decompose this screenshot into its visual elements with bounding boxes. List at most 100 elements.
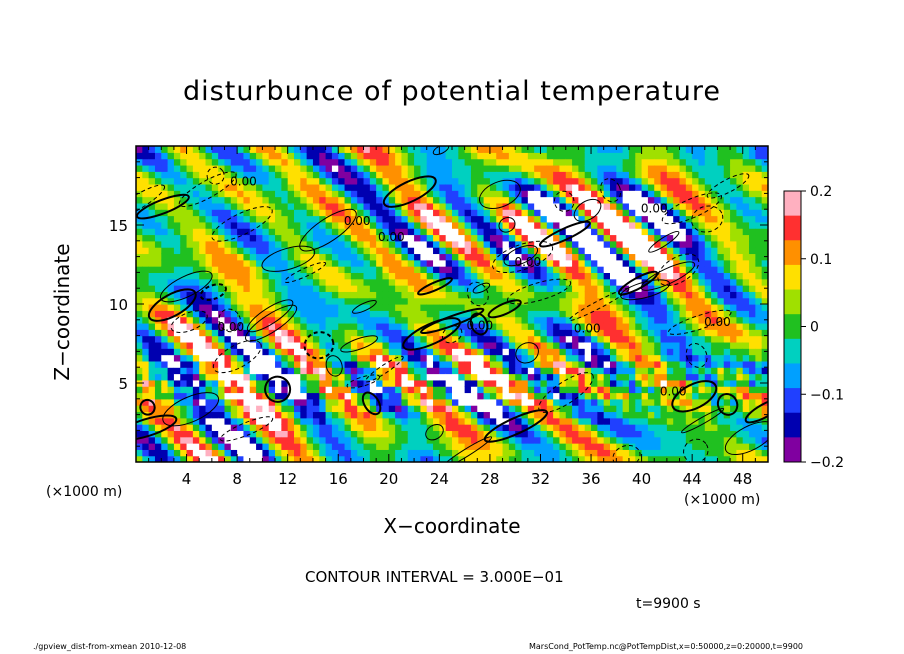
heatmap-cell xyxy=(736,297,744,305)
heatmap-cell xyxy=(553,430,561,438)
heatmap-cell xyxy=(218,228,226,236)
heatmap-cell xyxy=(281,341,289,349)
heatmap-cell xyxy=(186,424,194,431)
heatmap-cell xyxy=(445,177,453,185)
heatmap-cell xyxy=(546,449,554,457)
heatmap-cell xyxy=(654,417,662,425)
heatmap-cell xyxy=(572,455,579,462)
heatmap-cell xyxy=(281,430,289,438)
heatmap-cell xyxy=(369,322,377,330)
heatmap-cell xyxy=(205,329,213,337)
heatmap-cell xyxy=(553,354,561,362)
heatmap-cell xyxy=(262,367,270,375)
heatmap-cell xyxy=(572,449,579,457)
heatmap-cell xyxy=(742,215,750,223)
heatmap-cell xyxy=(489,259,497,267)
heatmap-cell xyxy=(470,240,478,248)
heatmap-cell xyxy=(268,253,276,261)
heatmap-cell xyxy=(420,424,428,431)
heatmap-cell xyxy=(224,228,232,236)
heatmap-cell xyxy=(407,373,415,381)
heatmap-cell xyxy=(325,430,333,438)
heatmap-cell xyxy=(237,278,245,286)
heatmap-cell xyxy=(433,443,440,450)
heatmap-cell xyxy=(414,247,421,255)
heatmap-cell xyxy=(730,449,737,457)
heatmap-cell xyxy=(426,398,434,406)
heatmap-cell xyxy=(161,259,169,267)
heatmap-cell xyxy=(616,449,624,457)
heatmap-cell xyxy=(186,398,194,406)
heatmap-cell xyxy=(218,449,226,457)
heatmap-cell xyxy=(559,291,567,299)
heatmap-cell xyxy=(685,348,693,356)
heatmap-cell xyxy=(635,436,643,444)
heatmap-cell xyxy=(376,221,384,229)
heatmap-cell xyxy=(742,360,750,368)
heatmap-cell xyxy=(540,405,548,413)
heatmap-cell xyxy=(319,443,327,450)
heatmap-cell xyxy=(414,335,421,343)
heatmap-cell xyxy=(496,190,504,198)
heatmap-cell xyxy=(673,329,681,337)
heatmap-cell xyxy=(761,392,768,400)
heatmap-cell xyxy=(685,297,693,305)
heatmap-cell xyxy=(616,152,624,160)
heatmap-cell xyxy=(426,316,434,324)
heatmap-cell xyxy=(641,190,649,198)
heatmap-cell xyxy=(243,228,251,236)
heatmap-cell xyxy=(673,196,681,204)
heatmap-cell xyxy=(660,398,668,406)
heatmap-cell xyxy=(660,455,668,462)
heatmap-cell xyxy=(376,348,384,356)
heatmap-cell xyxy=(407,348,415,356)
heatmap-cell xyxy=(736,436,744,444)
heatmap-cell xyxy=(508,278,516,286)
heatmap-cell xyxy=(325,183,333,191)
heatmap-cell xyxy=(673,304,681,311)
heatmap-cell xyxy=(148,417,156,425)
heatmap-cell xyxy=(388,329,396,337)
heatmap-cell xyxy=(641,398,649,406)
heatmap-cell xyxy=(306,158,314,166)
heatmap-cell xyxy=(325,373,333,381)
heatmap-cell xyxy=(736,398,744,406)
heatmap-cell xyxy=(723,367,731,375)
heatmap-cell xyxy=(591,259,598,267)
heatmap-cell xyxy=(521,253,529,261)
heatmap-cell xyxy=(540,348,548,356)
heatmap-cell xyxy=(502,152,510,160)
heatmap-cell xyxy=(420,158,428,166)
heatmap-cell xyxy=(483,234,491,242)
heatmap-cell xyxy=(508,417,516,425)
heatmap-cell xyxy=(698,171,706,179)
heatmap-cell xyxy=(452,367,459,375)
heatmap-cell xyxy=(218,455,226,462)
heatmap-cell xyxy=(161,405,169,413)
heatmap-cell xyxy=(723,297,731,305)
heatmap-cell xyxy=(685,190,693,198)
heatmap-cell xyxy=(275,322,282,330)
heatmap-cell xyxy=(173,272,181,280)
heatmap-cell xyxy=(224,379,232,387)
heatmap-cell xyxy=(148,171,156,179)
heatmap-cell xyxy=(723,379,731,387)
heatmap-cell xyxy=(483,443,491,450)
heatmap-cell xyxy=(338,379,346,387)
heatmap-cell xyxy=(534,196,542,204)
heatmap-cell xyxy=(205,405,213,413)
heatmap-cell xyxy=(616,360,624,368)
heatmap-cell xyxy=(502,341,510,349)
heatmap-cell xyxy=(553,291,561,299)
heatmap-cell xyxy=(654,297,662,305)
heatmap-cell xyxy=(369,209,377,217)
heatmap-cell xyxy=(192,335,200,343)
heatmap-cell xyxy=(319,202,327,210)
heatmap-cell xyxy=(205,297,213,305)
heatmap-cell xyxy=(294,196,301,204)
heatmap-cell xyxy=(679,247,687,255)
heatmap-cell xyxy=(761,430,768,438)
heatmap-cell xyxy=(641,392,649,400)
heatmap-cell xyxy=(420,209,428,217)
heatmap-cell xyxy=(692,196,700,204)
